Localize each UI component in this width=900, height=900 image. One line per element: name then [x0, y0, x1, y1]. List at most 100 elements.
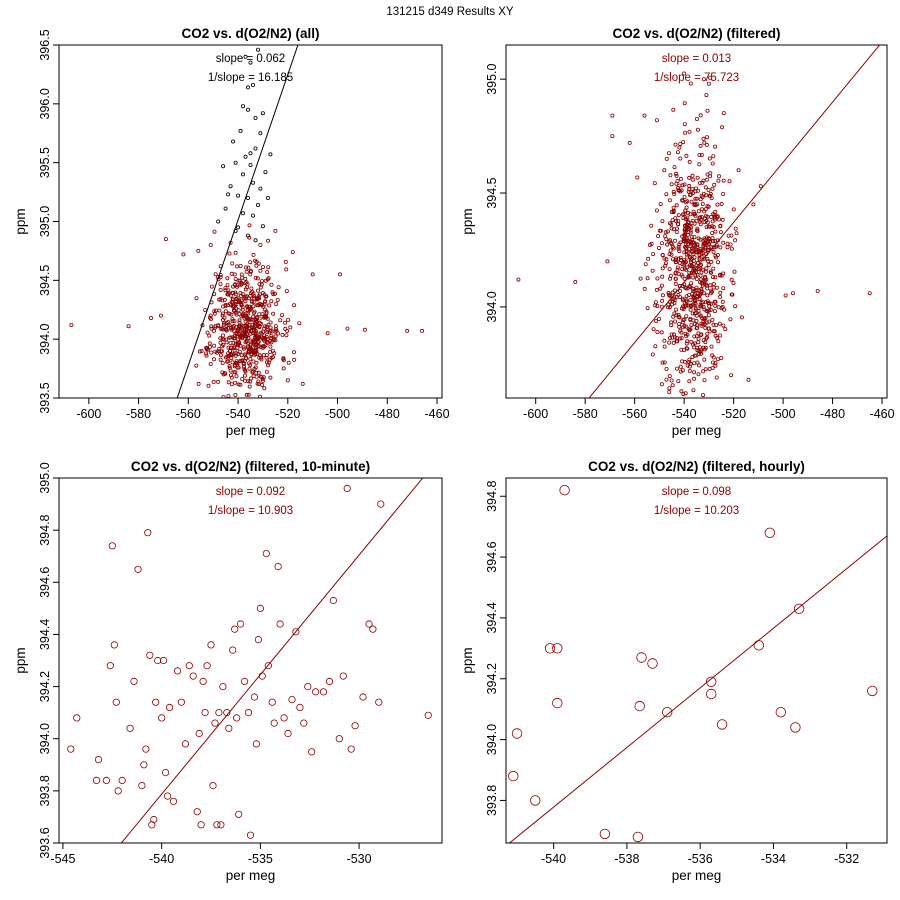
- data-point: [195, 729, 203, 738]
- data-point: [695, 175, 700, 180]
- data-point: [721, 240, 726, 245]
- data-point: [711, 154, 716, 159]
- data-point: [223, 288, 228, 293]
- data-point: [250, 83, 255, 88]
- data-point: [684, 252, 689, 257]
- data-point: [249, 286, 254, 291]
- data-point: [660, 293, 665, 298]
- data-point: [729, 292, 734, 297]
- data-point: [695, 242, 700, 247]
- data-point: [283, 259, 288, 264]
- data-point: [239, 353, 244, 358]
- data-point: [684, 246, 689, 251]
- data-point: [692, 376, 697, 381]
- data-point: [251, 314, 256, 319]
- x-tick-label: -480: [375, 407, 400, 421]
- data-point: [262, 549, 270, 558]
- data-point: [706, 81, 711, 86]
- data-point: [266, 238, 271, 243]
- data-point: [713, 333, 718, 338]
- data-point: [726, 233, 731, 238]
- data-point: [679, 272, 684, 277]
- data-point: [694, 318, 699, 323]
- data-point: [674, 181, 679, 186]
- data-point: [681, 212, 686, 217]
- data-point: [232, 398, 235, 401]
- data-point: [280, 332, 285, 337]
- data-point: [716, 339, 721, 344]
- data-point: [697, 363, 702, 368]
- data-point: [249, 317, 254, 322]
- data-point: [223, 206, 228, 211]
- data-point: [689, 241, 694, 246]
- data-point: [247, 384, 252, 389]
- data-point: [235, 810, 243, 818]
- data-point: [231, 352, 236, 357]
- data-point: [696, 372, 701, 377]
- plot-area: [516, 45, 881, 398]
- data-point: [680, 368, 685, 373]
- data-point: [245, 85, 250, 90]
- data-point: [260, 312, 265, 317]
- data-point: [223, 286, 228, 291]
- data-point: [719, 306, 724, 311]
- data-point: [713, 214, 718, 219]
- data-point: [260, 382, 265, 387]
- data-point: [140, 761, 148, 769]
- data-point: [267, 303, 272, 308]
- data-point: [683, 229, 688, 234]
- data-point: [197, 821, 205, 829]
- data-point: [656, 233, 661, 238]
- data-point: [173, 667, 182, 675]
- data-point: [284, 333, 289, 338]
- data-point: [708, 171, 713, 176]
- data-point: [682, 250, 687, 255]
- data-point: [265, 270, 270, 275]
- data-point: [736, 168, 741, 173]
- data-point: [242, 373, 247, 378]
- data-point: [660, 274, 665, 279]
- data-point: [708, 307, 713, 312]
- data-point: [713, 144, 718, 149]
- data-point: [734, 231, 739, 236]
- data-point: [652, 181, 657, 186]
- data-point: [218, 340, 223, 345]
- y-tick-label: 395.0: [38, 462, 52, 493]
- data-point: [274, 301, 279, 306]
- data-point: [758, 184, 763, 189]
- data-point: [680, 234, 685, 239]
- data-point: [720, 217, 725, 222]
- data-point: [246, 326, 251, 331]
- data-point: [696, 336, 701, 341]
- data-point: [694, 276, 699, 281]
- data-point: [255, 202, 260, 207]
- data-point: [234, 374, 239, 379]
- data-point: [713, 363, 718, 368]
- data-point: [234, 284, 239, 289]
- data-point: [246, 311, 251, 316]
- data-point: [659, 304, 664, 309]
- data-point: [700, 207, 705, 212]
- data-point: [708, 191, 713, 196]
- data-point: [711, 322, 716, 327]
- chart-panel-1: CO2 vs. d(O2/N2) (all) -600 -580 -560 -540 -5…: [13, 26, 450, 438]
- data-point: [654, 208, 659, 213]
- data-point: [705, 331, 710, 336]
- data-point: [244, 304, 249, 309]
- data-point: [281, 358, 286, 363]
- data-point: [667, 198, 672, 203]
- y-tick-label: 395.0: [485, 63, 499, 94]
- data-point: [265, 402, 268, 405]
- data-point: [721, 191, 726, 196]
- data-point: [701, 338, 706, 343]
- data-point: [704, 335, 709, 340]
- data-point: [244, 392, 249, 397]
- data-point: [273, 228, 278, 233]
- data-point: [669, 252, 674, 257]
- data-point: [236, 382, 241, 387]
- data-point: [691, 295, 696, 300]
- data-point: [688, 263, 693, 268]
- data-point: [706, 263, 711, 268]
- data-point: [251, 310, 256, 315]
- data-point: [681, 215, 686, 220]
